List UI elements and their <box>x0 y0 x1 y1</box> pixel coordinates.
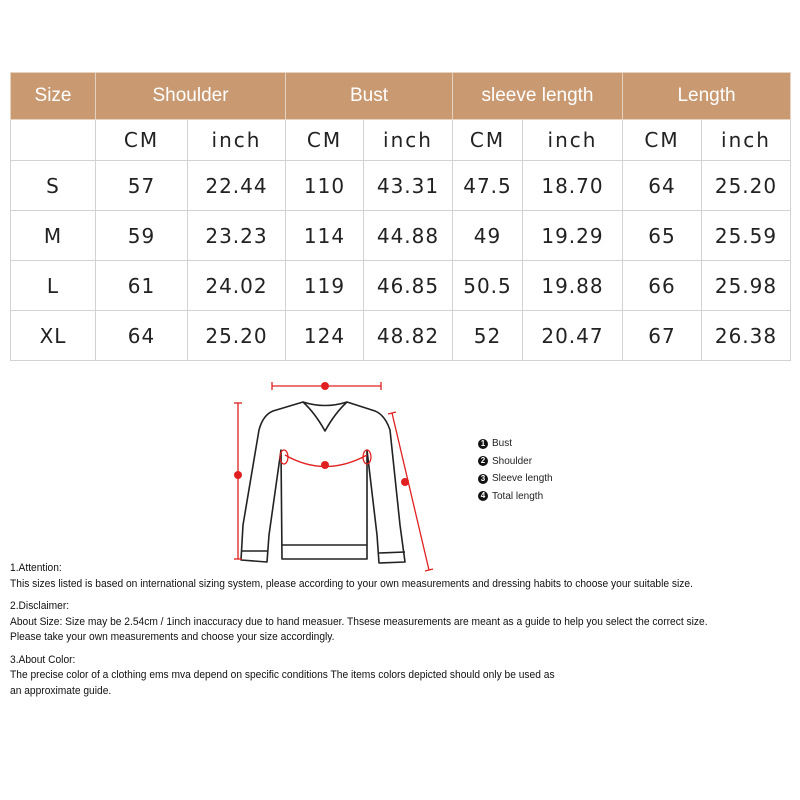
unit-cell: inch <box>701 119 791 161</box>
note-text: This sizes listed is based on internatio… <box>10 577 693 590</box>
number-badge-icon: 1 <box>478 438 488 449</box>
legend-label: Bust <box>492 438 513 450</box>
marker-4-icon <box>234 471 242 479</box>
unit-cell: CM <box>95 119 188 161</box>
number-badge-icon: 3 <box>478 473 488 484</box>
legend-label: Total length <box>492 490 544 502</box>
note-color: 3.About Color: The precise color of a cl… <box>10 653 800 700</box>
value-cell: 22.44 <box>187 160 286 211</box>
sweater-measurement-diagram <box>234 382 434 572</box>
sweater-outline-icon <box>240 401 406 564</box>
header-length: Length <box>622 72 791 120</box>
value-cell: 20.47 <box>522 310 623 361</box>
value-cell: 61 <box>95 260 188 311</box>
value-cell: 64 <box>622 160 702 211</box>
note-text: an approximate guide. <box>10 684 112 697</box>
value-cell: 64 <box>95 310 188 361</box>
table-row: M 59 23.23 114 44.88 49 19.29 65 25.59 <box>10 210 791 261</box>
value-cell: 44.88 <box>363 210 453 261</box>
unit-cell: inch <box>522 119 623 161</box>
value-cell: 46.85 <box>363 260 453 311</box>
note-disclaimer: 2.Disclaimer: About Size: Size may be 2.… <box>10 599 800 646</box>
note-title: 3.About Color: <box>10 653 76 666</box>
size-cell: S <box>10 160 96 211</box>
value-cell: 119 <box>285 260 364 311</box>
note-attention: 1.Attention: This sizes listed is based … <box>10 561 800 592</box>
unit-cell: inch <box>363 119 453 161</box>
legend-item: 4 Total length <box>478 488 553 506</box>
legend-label: Sleeve length <box>492 473 553 485</box>
value-cell: 57 <box>95 160 188 211</box>
value-cell: 66 <box>622 260 702 311</box>
note-title: 2.Disclaimer: <box>10 600 70 612</box>
value-cell: 52 <box>452 310 523 361</box>
header-shoulder: Shoulder <box>95 72 286 120</box>
size-chart-table: Size Shoulder Bust sleeve length Length … <box>10 72 791 361</box>
value-cell: 59 <box>95 210 188 261</box>
legend-item: 2 Shoulder <box>478 453 553 471</box>
value-cell: 49 <box>452 210 523 261</box>
value-cell: 43.31 <box>363 160 453 211</box>
value-cell: 25.20 <box>187 310 286 361</box>
marker-3-icon <box>401 478 409 486</box>
value-cell: 24.02 <box>187 260 286 311</box>
value-cell: 23.23 <box>187 210 286 261</box>
notes-section: 1.Attention: This sizes listed is based … <box>10 561 800 706</box>
size-cell: M <box>10 210 96 261</box>
legend-label: Shoulder <box>492 455 533 467</box>
header-size: Size <box>10 72 96 120</box>
value-cell: 114 <box>285 210 364 261</box>
unit-cell: inch <box>187 119 286 161</box>
size-cell: L <box>10 260 96 311</box>
value-cell: 48.82 <box>363 310 453 361</box>
table-row: XL 64 25.20 124 48.82 52 20.47 67 26.38 <box>10 310 791 361</box>
marker-1-icon <box>321 461 329 469</box>
table-row: S 57 22.44 110 43.31 47.5 18.70 64 25.20 <box>10 160 791 211</box>
header-bust: Bust <box>285 72 453 120</box>
value-cell: 19.29 <box>522 210 623 261</box>
note-text: About Size: Size may be 2.54cm / 1inch i… <box>10 615 708 628</box>
value-cell: 124 <box>285 310 364 361</box>
value-cell: 26.38 <box>701 310 791 361</box>
note-title: 1.Attention: <box>10 562 62 574</box>
table-row: L 61 24.02 119 46.85 50.5 19.88 66 25.98 <box>10 260 791 311</box>
value-cell: 67 <box>622 310 702 361</box>
note-text: Please take your own measurements and ch… <box>10 631 335 643</box>
unit-row: CM inch CM inch CM inch CM inch <box>10 119 791 161</box>
unit-cell <box>10 119 96 161</box>
header-sleeve-length: sleeve length <box>452 72 623 120</box>
value-cell: 65 <box>622 210 702 261</box>
legend-item: 1 Bust <box>478 435 553 453</box>
unit-cell: CM <box>452 119 523 161</box>
number-badge-icon: 2 <box>478 456 488 467</box>
size-cell: XL <box>10 310 96 361</box>
value-cell: 25.98 <box>701 260 791 311</box>
value-cell: 25.59 <box>701 210 791 261</box>
marker-2-icon <box>321 382 329 390</box>
value-cell: 110 <box>285 160 364 211</box>
unit-cell: CM <box>285 119 364 161</box>
diagram-legend: 1 Bust 2 Shoulder 3 Sleeve length 4 Total le… <box>478 435 553 505</box>
number-badge-icon: 4 <box>478 491 488 502</box>
legend-item: 3 Sleeve length <box>478 470 553 488</box>
value-cell: 47.5 <box>452 160 523 211</box>
value-cell: 18.70 <box>522 160 623 211</box>
unit-cell: CM <box>622 119 702 161</box>
header-row: Size Shoulder Bust sleeve length Length <box>10 72 791 120</box>
value-cell: 25.20 <box>701 160 791 211</box>
measurement-markers <box>234 382 434 572</box>
value-cell: 19.88 <box>522 260 623 311</box>
note-text: The precise color of a clothing ems mva … <box>10 669 555 681</box>
value-cell: 50.5 <box>452 260 523 311</box>
